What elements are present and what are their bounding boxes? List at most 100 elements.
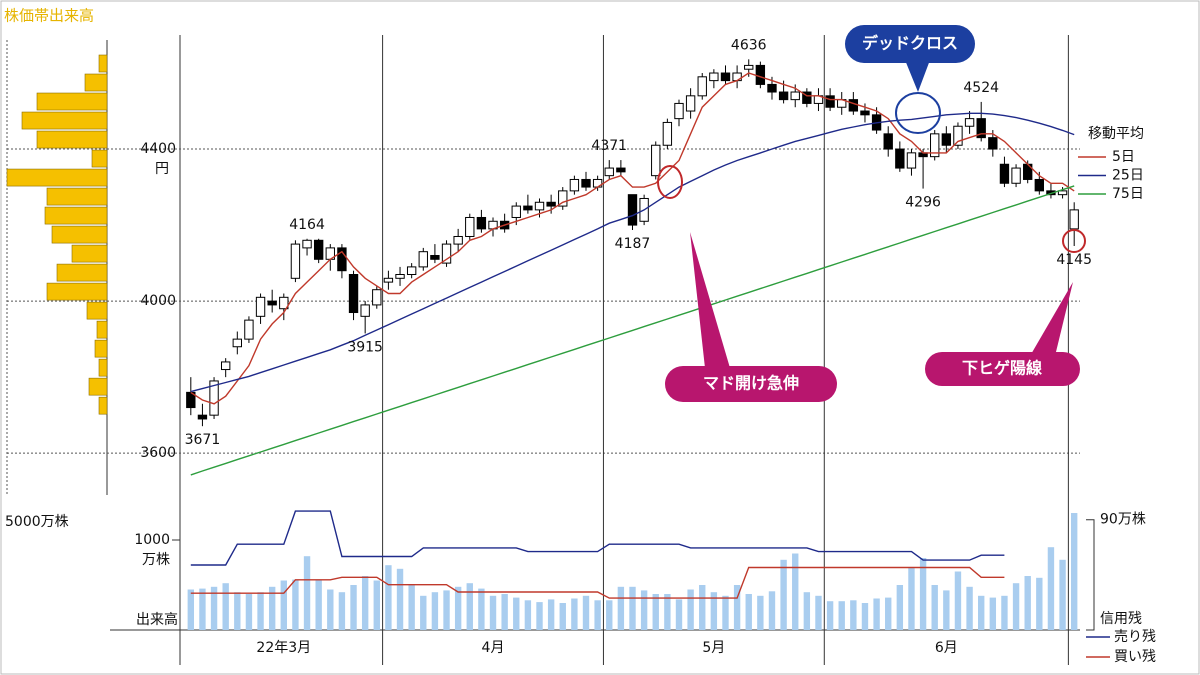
candle-body <box>825 95 835 108</box>
volume-bar <box>350 585 357 630</box>
candle-body <box>1057 190 1068 196</box>
price-label: 4296 <box>905 195 941 211</box>
lower-shadow-circle <box>1062 229 1086 253</box>
volume-bar <box>664 594 671 630</box>
volume-label: 出来高 <box>136 611 178 628</box>
volume-bar <box>315 579 322 630</box>
volume-bar <box>943 590 950 630</box>
callout-pointer <box>1030 282 1073 356</box>
volume-bar <box>571 598 578 630</box>
volume-bar <box>792 553 799 630</box>
volume-bar <box>268 586 276 630</box>
volume-bar <box>454 586 462 630</box>
volume-bar <box>885 597 892 630</box>
legend-label: 75日 <box>1112 186 1144 202</box>
volume-bar <box>210 586 218 630</box>
candle-body <box>186 391 196 409</box>
volume-bar <box>222 583 229 630</box>
volume-bar <box>722 595 729 630</box>
callout-box <box>665 366 837 402</box>
candle-body <box>581 178 591 188</box>
ma-line <box>190 185 1075 476</box>
profile-bar <box>44 206 108 225</box>
candle-body <box>511 205 521 218</box>
profile-bar <box>71 244 108 263</box>
price-label: 3671 <box>185 432 221 448</box>
candle-body <box>220 361 231 371</box>
candle-body <box>534 201 545 211</box>
volume-bar <box>617 586 625 630</box>
profile-bar <box>46 187 108 206</box>
callout-pointer <box>905 60 930 92</box>
x-tick-label: 6月 <box>935 640 958 656</box>
price-label: 4371 <box>591 138 627 154</box>
candle-body <box>988 137 998 150</box>
volume-bar <box>501 594 508 630</box>
volume-bar <box>513 597 520 630</box>
volume-bar <box>873 598 880 630</box>
profile-bar <box>46 282 108 301</box>
candle-body <box>1034 178 1045 192</box>
price-label: 4524 <box>963 80 999 96</box>
candle-body <box>1069 209 1079 230</box>
candle-body <box>767 83 777 93</box>
volume-bar <box>780 559 787 630</box>
volume-bar <box>757 595 764 630</box>
candle-body <box>406 266 417 276</box>
candle-body <box>546 201 556 207</box>
candle-body <box>244 319 254 340</box>
volume-bar <box>187 589 195 630</box>
volume-bar <box>327 589 334 630</box>
profile-bar <box>88 377 108 396</box>
x-tick-label: 5月 <box>702 640 725 656</box>
volume-bar <box>733 585 741 630</box>
callout-box <box>845 25 975 63</box>
profile-bar <box>56 263 108 282</box>
volume-bar <box>640 590 648 630</box>
price-label: 3915 <box>347 339 383 355</box>
candle-body <box>906 152 917 169</box>
profile-bar <box>21 111 108 130</box>
price-label: 4164 <box>289 217 325 233</box>
candle-body <box>453 235 463 245</box>
profile-bar <box>96 320 108 339</box>
profile-bar <box>51 225 108 244</box>
volume-tick-label: 1000 <box>134 532 170 548</box>
candle-body <box>616 167 626 173</box>
volume-bar <box>489 595 497 630</box>
volume-bar <box>396 568 404 630</box>
candle-body <box>337 247 347 272</box>
candle-body <box>604 167 614 177</box>
candle-body <box>651 144 661 177</box>
profile-bar <box>98 396 108 415</box>
candle-body <box>197 414 208 420</box>
candle-body <box>953 125 963 146</box>
volume-bar <box>1036 577 1043 630</box>
candle-body <box>209 380 219 416</box>
ma-line <box>190 72 1075 405</box>
profile-bar <box>98 54 108 73</box>
legend-label: 売り残 <box>1114 629 1156 645</box>
profile-bar <box>6 168 108 187</box>
volume-bar <box>559 603 566 630</box>
candle-body <box>895 148 905 169</box>
candle-body <box>279 296 289 310</box>
volume-bar <box>919 558 927 630</box>
volume-bar <box>292 579 299 630</box>
volume-bar <box>1024 576 1031 630</box>
volume-bar <box>826 601 834 630</box>
volume-bar <box>861 603 869 630</box>
volume-bar <box>675 599 683 630</box>
candle-body <box>267 300 277 306</box>
callout-text: デッドクロス <box>862 34 958 53</box>
margin-line <box>190 566 1005 599</box>
volume-bar <box>524 600 532 630</box>
candle-body <box>627 194 638 226</box>
ma-line <box>190 112 1075 393</box>
profile-bar <box>84 73 108 92</box>
volume-bar <box>687 589 694 630</box>
volume-bar <box>385 565 392 630</box>
volume-bar <box>931 585 938 630</box>
candle-body <box>372 289 382 306</box>
